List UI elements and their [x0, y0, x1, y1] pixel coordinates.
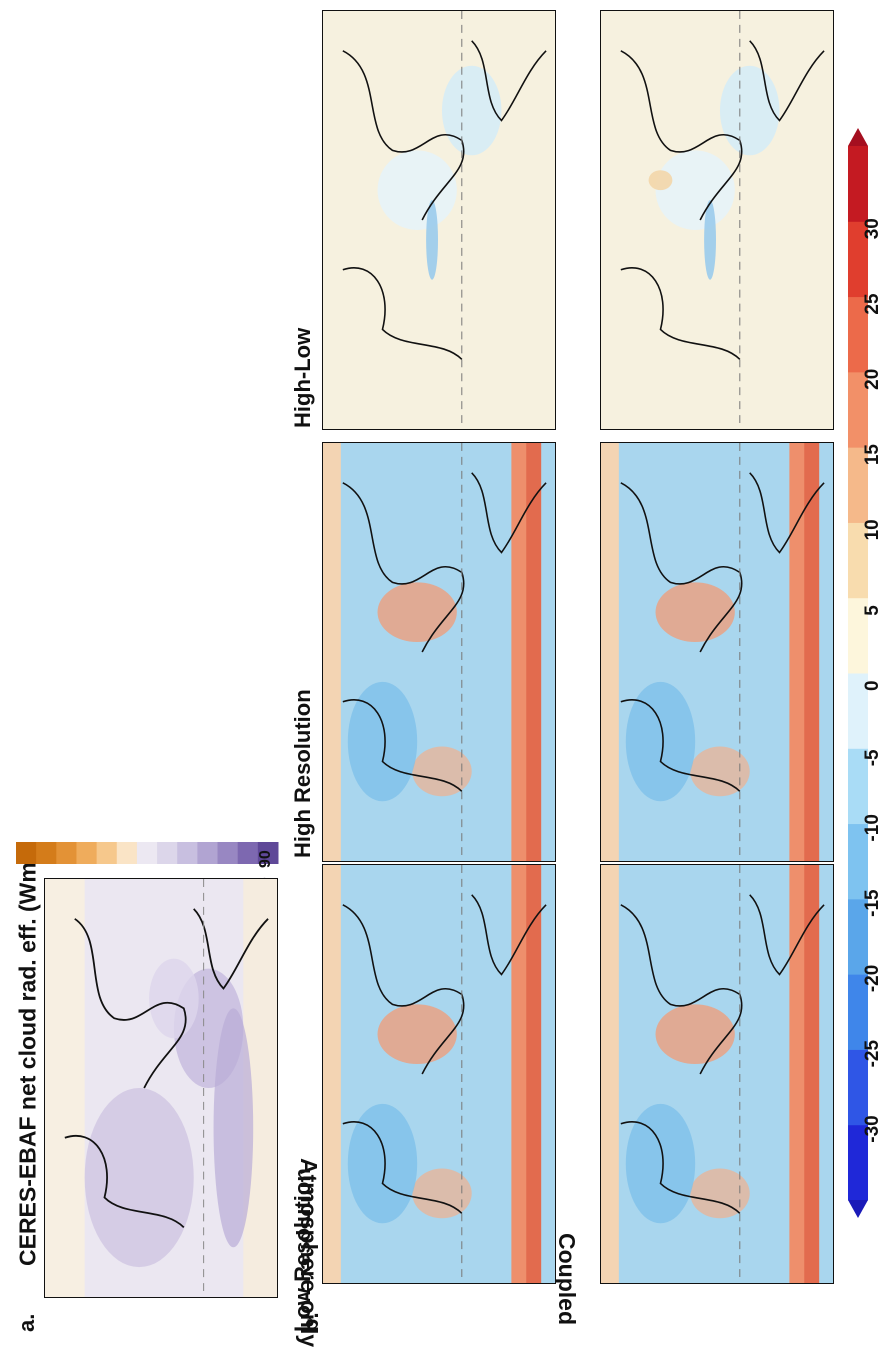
map-atmos-high-field: [323, 443, 547, 861]
map-atmos-high-low: [322, 10, 556, 430]
colorbar-b-swatch: [848, 748, 868, 825]
map-atmos-diff-field: [342, 11, 547, 429]
colorbar-b-swatch: [848, 221, 868, 298]
map-atmos-high-res: [322, 442, 556, 862]
colorbar-a-tick-label: 90: [257, 850, 274, 868]
colorbar-b-tick-label: -20: [862, 964, 883, 993]
row-label-coupled: Coupled: [554, 1233, 580, 1325]
colorbar-a-swatch: [76, 842, 98, 864]
colorbar-b-tick-label: -15: [862, 889, 883, 917]
colorbar-a-swatch: [96, 842, 118, 864]
colorbar-a-swatch: [116, 842, 138, 864]
colorbar-b-tick-label: 10: [862, 519, 883, 541]
colorbar-b-tick-label: -10: [862, 814, 883, 842]
colorbar-b-swatch: [848, 898, 868, 975]
map-coupled-low-field: [601, 865, 825, 1283]
colorbar-b-swatch: [848, 296, 868, 373]
column-label-high-resolution: High Resolution: [290, 689, 315, 858]
colorbar-a-swatch: [197, 842, 219, 864]
colorbar-b-tick-label: 20: [862, 368, 883, 390]
column-label-low-resolution: Low Resolution: [290, 1168, 315, 1332]
colorbar-b-swatch: [848, 447, 868, 523]
colorbar-b-swatch: [848, 597, 868, 674]
panel-a-title: CERES-EBAF net cloud rad. eff. (Wm-2): [14, 842, 42, 1266]
colorbar-b-bottom-arrow: [848, 1200, 868, 1218]
colorbar-a-swatch: [157, 842, 178, 864]
colorbar-b-swatch: [848, 1124, 868, 1201]
colorbar-b-tick-label: 25: [862, 293, 883, 315]
colorbar-b-swatch: [848, 974, 868, 1050]
colorbar-b-tick-label: 5: [862, 605, 883, 616]
colorbar-b-tick-label: 30: [862, 218, 883, 240]
colorbar-a-swatch: [257, 842, 279, 864]
panel-b-colorbar: [848, 128, 868, 1218]
panel-a-label: a.: [14, 1313, 39, 1332]
colorbar-a-swatch: [56, 842, 77, 864]
map-coupled-diff-field: [620, 11, 825, 429]
colorbar-b-tick-label: -30: [862, 1115, 883, 1143]
colorbar-b-tick-label: -5: [862, 749, 883, 767]
map-coupled-high-low: [600, 10, 834, 430]
colorbar-b-swatch: [848, 673, 868, 749]
panel-a-colorbar: [16, 842, 279, 864]
map-a-field: [45, 879, 277, 1297]
map-coupled-low-res: [600, 864, 834, 1284]
colorbar-b-tick-label: 15: [862, 444, 883, 466]
colorbar-a-swatch: [177, 842, 198, 864]
colorbar-b-tick-label: -25: [862, 1039, 883, 1068]
colorbar-b-swatch: [848, 1049, 868, 1126]
map-atmos-low-field: [323, 865, 547, 1283]
column-label-high-low: High-Low: [290, 327, 315, 428]
panel-a-title-text: CERES-EBAF net cloud rad. eff. (Wm: [14, 862, 41, 1266]
map-coupled-high-res: [600, 442, 834, 862]
colorbar-a-swatch: [136, 842, 158, 864]
colorbar-b-top-arrow: [848, 128, 868, 146]
colorbar-a-swatch: [16, 842, 37, 864]
map-atmos-low-res: [322, 864, 556, 1284]
colorbar-a-swatch: [217, 842, 239, 864]
colorbar-b-swatch: [848, 146, 868, 222]
colorbar-b-swatch: [848, 371, 868, 448]
colorbar-a-swatch: [36, 842, 57, 864]
colorbar-b-swatch: [848, 522, 868, 599]
colorbar-b-tick-label: 0: [862, 680, 883, 691]
map-panel-a-ceres: [44, 878, 278, 1298]
colorbar-b-swatch: [848, 823, 868, 900]
colorbar-a-swatch: [237, 842, 259, 864]
map-coupled-high-field: [601, 443, 825, 861]
